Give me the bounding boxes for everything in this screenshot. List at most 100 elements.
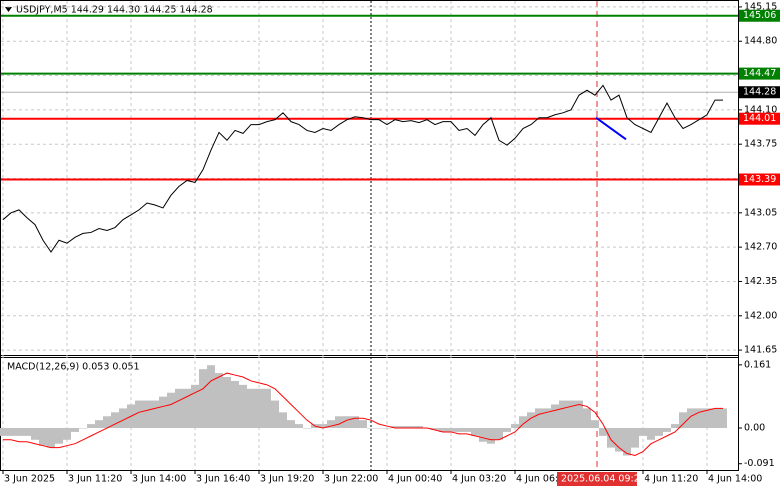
y-tick-label: -0.091 [744, 458, 775, 469]
macd-bar [447, 428, 455, 432]
macd-bar [303, 428, 311, 429]
y-tick-label: 142.70 [744, 242, 777, 253]
macd-bar [551, 404, 559, 429]
macd-bar [383, 428, 391, 429]
macd-bar [87, 424, 95, 429]
macd-bar [71, 428, 79, 432]
macd-bar [191, 384, 199, 429]
y-tick-label: 0.00 [744, 423, 765, 434]
macd-bar [175, 388, 183, 429]
y-tick-label: 144.10 [744, 104, 777, 115]
y-tick-label: 144.80 [744, 36, 777, 47]
macd-bar [607, 428, 615, 448]
macd-bar [335, 416, 343, 429]
macd-bar [271, 400, 279, 429]
macd-bar [143, 400, 151, 429]
macd-bar [655, 428, 663, 436]
macd-bar [79, 428, 87, 429]
macd-bar [215, 373, 223, 429]
macd-bar [343, 416, 351, 429]
macd-bar [663, 428, 671, 432]
macd-bar [207, 365, 215, 429]
macd-title: MACD(12,26,9) 0.053 0.051 [7, 362, 140, 373]
x-tick-label: 4 Jun 06:00 [516, 474, 570, 485]
macd-bar [15, 428, 23, 436]
macd-bar [47, 428, 55, 448]
macd-bar [399, 426, 407, 429]
macd-bar [471, 428, 479, 436]
macd-bar [415, 426, 423, 429]
y-tick-label: 141.65 [744, 345, 777, 356]
macd-bar [495, 428, 503, 440]
signal-line [3, 372, 723, 457]
macd-bar [103, 416, 111, 429]
level-label: 145.06 [743, 10, 776, 21]
macd-bar [559, 400, 567, 429]
x-tick-label: 4 Jun 00:40 [388, 474, 442, 485]
cursor-label: 2025.06.04 09:25 [561, 474, 646, 485]
macd-bar [431, 428, 439, 430]
macd-bar [503, 428, 511, 432]
macd-bar [135, 400, 143, 429]
level-label-box [739, 173, 780, 186]
macd-bar [583, 408, 591, 429]
level-label-box [739, 67, 780, 80]
macd-bar [359, 420, 367, 429]
level-label-box [739, 112, 780, 125]
macd-bar [295, 424, 303, 429]
x-tick-label: 3 Jun 2025 [4, 474, 55, 485]
x-tick-label: 4 Jun 11:20 [644, 474, 698, 485]
level-label-box [739, 9, 780, 22]
y-tick-label: 143.75 [744, 139, 777, 150]
macd-bar [575, 400, 583, 429]
plot-frame [0, 0, 739, 471]
macd-bar [327, 420, 335, 429]
macd-bar [7, 428, 15, 436]
macd-bar [695, 408, 703, 429]
macd-bar [647, 428, 655, 440]
macd-bar [95, 420, 103, 429]
level-label: 144.01 [743, 113, 776, 124]
trend-line [595, 116, 627, 141]
y-tick-label: 142.00 [744, 310, 777, 321]
macd-bar [55, 428, 63, 444]
macd-bar [287, 420, 295, 429]
macd-bar [375, 428, 383, 429]
macd-bar [167, 392, 175, 429]
chart-title: USDJPY,M5 144.29 144.30 144.25 144.28 [16, 5, 213, 16]
macd-bar [535, 408, 543, 429]
macd-bar [63, 428, 71, 440]
macd-bar [407, 426, 415, 429]
macd-bar [263, 388, 271, 429]
y-tick-label: 145.15 [744, 1, 777, 12]
macd-bar [623, 428, 631, 456]
macd-bar [351, 416, 359, 429]
x-tick-label: 3 Jun 14:00 [132, 474, 186, 485]
macd-bar [39, 428, 47, 446]
y-tick-label: 142.35 [744, 276, 777, 287]
macd-bar [671, 424, 679, 429]
macd-bar [231, 380, 239, 429]
macd-bar [679, 412, 687, 429]
x-tick-label: 3 Jun 16:40 [196, 474, 250, 485]
macd-bar [279, 412, 287, 429]
level-label: 144.47 [743, 68, 776, 79]
macd-bar [479, 428, 487, 442]
x-tick-label: 3 Jun 19:20 [260, 474, 314, 485]
macd-bar [391, 426, 399, 429]
macd-bar [0, 428, 7, 436]
macd-bar [463, 428, 471, 432]
macd-bar [543, 408, 551, 429]
level-label: 143.39 [743, 174, 776, 185]
macd-bar [487, 428, 495, 444]
macd-bar [223, 377, 231, 429]
y-tick-label: 143.05 [744, 207, 777, 218]
menu-icon [5, 7, 12, 12]
last-price-box [739, 86, 780, 99]
macd-bar [591, 420, 599, 429]
macd-bar [239, 384, 247, 429]
x-tick-label: 4 Jun 14:00 [708, 474, 762, 485]
macd-bar [159, 396, 167, 429]
macd-bar [511, 424, 519, 429]
